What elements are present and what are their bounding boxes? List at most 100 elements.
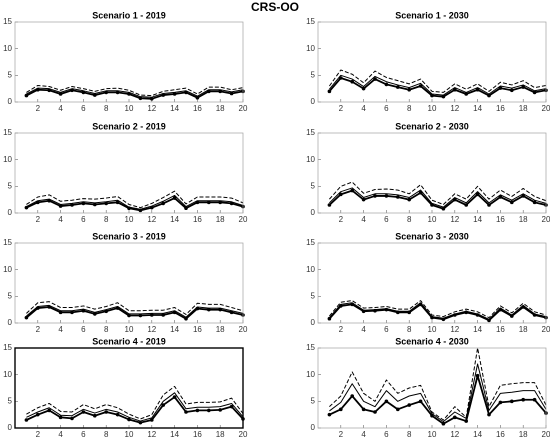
marker [70,203,74,207]
y-tick-label: 0 [311,97,316,106]
marker [407,87,412,92]
x-tick-label: 8 [104,325,109,334]
panel: Scenario 1 - 2030 0 5 10 15 2 4 6 8 10 12 14 16 18 20 [306,10,550,113]
series-line [26,84,244,97]
marker [24,315,29,320]
marker [161,403,165,407]
x-tick-label: 18 [216,430,225,439]
marker [532,397,537,402]
x-tick-label: 14 [170,430,179,439]
figure-title: CRS-OO [251,0,299,14]
marker [138,96,143,101]
y-tick-label: 5 [311,291,316,300]
marker [350,394,355,398]
plot-frame [14,242,244,324]
marker [441,206,446,211]
marker [24,418,29,422]
panel: Scenario 4 - 2030 0 5 10 15 2 4 6 8 10 12 14 16 18 20 [306,336,550,439]
marker [93,202,97,207]
marker [150,97,154,101]
plot-frame [317,132,547,214]
x-tick-label: 2 [36,430,41,439]
x-tick-label: 4 [58,430,63,439]
series-line [328,69,547,93]
marker [453,415,457,420]
y-tick-label: 0 [8,423,13,432]
marker [70,416,74,421]
y-tick-label: 5 [8,181,13,190]
x-tick-label: 12 [450,430,459,439]
marker [396,407,400,412]
marker [81,410,86,414]
marker [475,373,480,378]
plot-frame [317,21,547,103]
marker [218,89,222,94]
x-tick-label: 20 [239,104,248,113]
marker [464,203,469,207]
marker [327,316,332,321]
panel: Scenario 3 - 2019 0 5 10 15 2 4 6 8 10 12 14 16 18 20 [3,231,248,334]
y-tick-label: 15 [306,17,315,26]
y-tick-label: 5 [311,181,316,190]
marker [161,313,165,317]
x-tick-label: 10 [125,325,134,334]
marker [218,408,222,412]
y-tick-label: 15 [3,17,12,26]
marker [172,196,177,200]
x-tick-label: 20 [239,430,248,439]
x-tick-label: 6 [81,215,86,224]
x-tick-label: 18 [216,215,225,224]
x-tick-label: 20 [542,325,550,334]
marker [532,200,537,205]
marker [58,415,63,420]
x-tick-label: 14 [473,325,482,334]
marker [361,197,366,202]
x-tick-label: 8 [407,104,412,113]
x-tick-label: 8 [104,430,109,439]
marker [115,90,120,95]
x-tick-label: 6 [81,104,86,113]
series-line [26,304,244,318]
series-line [329,302,547,320]
x-tick-label: 14 [170,325,179,334]
marker [361,86,366,91]
x-tick-label: 2 [339,325,344,334]
x-tick-label: 12 [147,104,156,113]
x-tick-label: 20 [542,215,550,224]
marker [58,204,63,208]
marker [373,194,377,198]
marker [93,93,97,97]
x-tick-label: 4 [361,430,366,439]
x-tick-label: 12 [450,215,459,224]
panel: Scenario 3 - 2030 0 5 10 15 2 4 6 8 10 12 14 16 18 20 [306,231,550,334]
marker [510,88,514,93]
y-tick-label: 15 [306,128,315,137]
marker [384,399,389,404]
marker [161,201,165,206]
x-tick-label: 6 [384,215,389,224]
marker [384,194,389,198]
y-tick-label: 10 [306,265,315,274]
marker [464,419,469,423]
marker [127,417,131,422]
panel-title: Scenario 3 - 2019 [92,231,166,241]
x-tick-label: 4 [58,215,63,224]
x-tick-label: 16 [496,325,505,334]
plot-frame [317,347,547,429]
x-tick-label: 10 [428,215,437,224]
series-line [25,88,244,100]
series-line [26,392,244,422]
marker [532,90,537,95]
series-line [26,197,244,212]
y-tick-label: 15 [306,343,315,352]
y-tick-label: 10 [306,44,315,53]
x-tick-label: 8 [104,215,109,224]
marker [127,313,131,318]
x-tick-label: 4 [361,325,366,334]
x-tick-label: 18 [519,215,528,224]
marker [487,412,491,417]
y-tick-label: 10 [3,155,12,164]
series-line [329,363,547,423]
marker [104,201,108,206]
marker [172,395,177,399]
